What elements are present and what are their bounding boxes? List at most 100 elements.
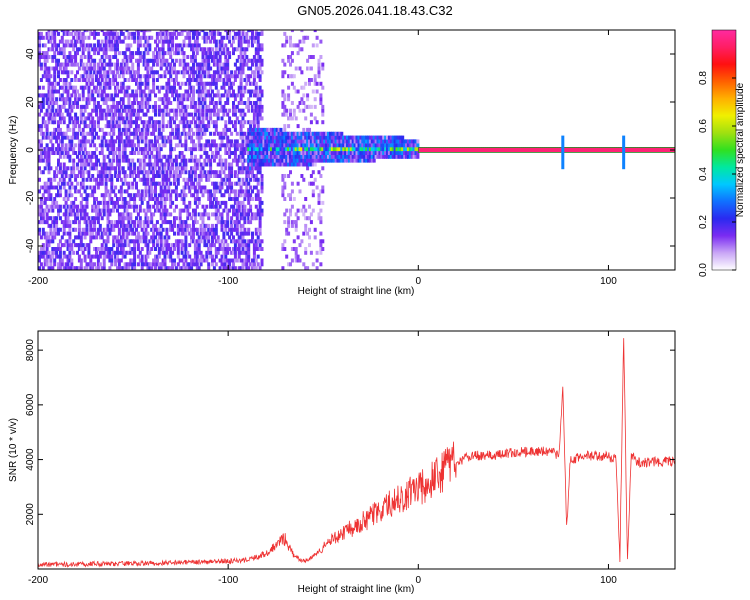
spectrogram-cell [72,101,76,105]
spectrogram-cell [258,131,262,136]
spectrogram-cell [39,131,43,136]
spectrogram-cell [60,62,64,67]
spectrogram-cell [41,243,45,248]
spectrogram-cell [387,147,391,152]
spectrogram-cell [159,193,163,198]
spectrogram-cell [146,189,150,194]
spectrogram-cell [154,185,157,190]
spectrogram-cell [190,174,194,178]
spectrogram-cell [154,93,157,98]
spectrogram-cell [140,189,144,194]
spectrogram-cell [195,158,199,163]
spectrogram-cell [239,143,243,148]
spectrogram-cell [169,154,173,159]
spectrogram-cell [171,89,175,94]
spectrogram-cell [174,58,178,63]
spectrogram-cell [273,151,277,155]
spectrogram-cell [190,58,194,63]
spectrogram-cell [125,58,129,63]
spectrogram-cell [121,108,125,113]
spectrogram-cell [186,89,190,94]
spectrogram-cell [302,262,306,267]
spectrogram-cell [159,170,163,175]
spectrogram-cell [281,158,285,163]
spectrogram-cell [154,108,157,113]
spectrogram-cell [384,154,388,159]
spectrogram-cell [79,266,83,270]
spectrogram-cell [47,93,51,98]
spectrogram-cell [182,220,186,225]
spectrogram-cell [260,262,264,267]
spectrogram-cell [205,235,209,240]
spectrogram-cell [237,166,241,171]
spectrogram-cell [72,120,76,125]
spectrogram-cell [38,266,41,270]
spectrogram-cell [287,74,291,79]
spectrogram-cell [378,135,382,140]
spectrogram-cell [207,174,211,178]
spectrogram-cell [233,78,237,82]
spectrogram-cell [212,243,216,248]
spectrogram-cell [155,181,159,186]
spectrogram-cell [249,74,253,79]
spectrogram-cell [197,139,201,144]
spectrogram-cell [55,220,59,225]
spectrogram-cell [184,30,188,33]
spectrogram-cell [283,124,287,129]
spectrogram-cell [106,220,110,225]
spectrogram-cell [129,239,133,244]
spectrogram-cell [357,143,361,148]
spectrogram-cell [289,262,292,267]
spectrogram-cell [161,55,165,59]
spectrogram-cell [239,151,243,155]
spectrogram-cell [133,200,137,205]
spectrogram-cell [258,197,262,201]
spectrogram-cell [87,89,91,94]
spectrogram-cell [144,231,148,236]
spectrogram-cell [214,151,218,155]
spectrogram-cell [127,220,131,225]
spectrogram-cell [135,93,138,98]
spectrogram-cell [258,239,262,244]
spectrogram-cell [313,135,317,140]
spectrogram-cell [117,239,121,244]
spectrogram-cell [150,247,154,251]
spectrogram-cell [321,62,325,67]
spectrogram-cell [106,85,110,90]
spectrogram-cell [49,181,53,186]
spectrogram-cell [285,162,289,167]
spectrogram-cell [180,151,184,155]
spectrogram-cell [76,243,79,248]
spectrogram-cell [222,85,226,90]
spectrogram-cell [43,55,47,59]
spectrogram-cell [159,31,163,36]
spectrogram-cell [309,212,313,217]
spectrogram-cell [38,112,41,117]
spectrogram-cell [79,231,83,236]
spectrogram-cell [243,151,247,155]
spectrogram-cell [264,147,268,152]
spectrogram-cell [45,258,49,263]
spectrogram-cell [148,170,152,175]
spectrogram-cell [74,174,78,178]
spectrogram-cell [195,220,199,225]
spectrogram-cell [140,108,144,113]
spectrogram-cell [195,78,199,82]
spectrogram-cell [232,158,235,163]
spectrogram-cell [116,124,119,129]
spectrogram-cell [258,200,262,205]
spectrogram-cell [108,231,112,236]
spectrogram-cell [144,112,148,117]
spectrogram-cell [174,124,178,129]
spectrogram-cell [309,147,313,152]
spectrogram-cell [298,66,302,71]
spectrogram-cell [224,55,228,59]
spectrogram-cell [171,43,175,48]
spectrogram-cell [51,101,55,105]
spectrogram-cell [81,131,85,136]
spectrogram-cell [176,135,180,140]
spectrogram-cell [199,112,203,117]
spectrogram-cell [256,197,260,201]
spectrogram-cell [140,97,144,102]
spectrogram-cell [81,43,85,48]
